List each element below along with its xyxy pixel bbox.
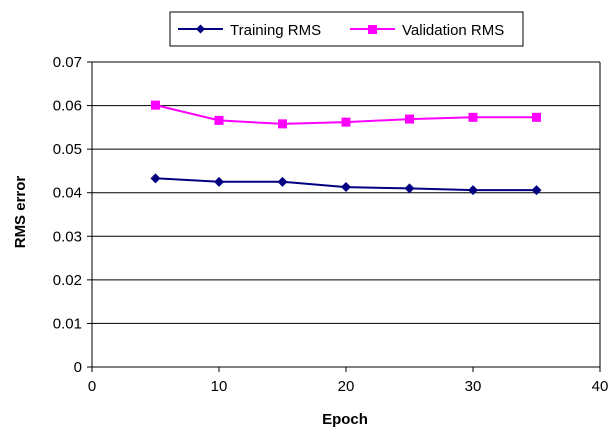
legend-label-validation: Validation RMS: [402, 22, 504, 39]
y-tick-label: 0.01: [53, 315, 82, 332]
y-tick-label: 0.02: [53, 272, 82, 289]
data-point-validation: [214, 115, 224, 125]
x-axis-title: Epoch: [322, 411, 368, 428]
data-point-training: [150, 173, 161, 184]
plot-background: [92, 62, 600, 367]
data-point-validation: [341, 117, 351, 127]
x-tick-label: 20: [338, 378, 355, 395]
data-point-training: [341, 182, 351, 193]
x-axis-ticks: 0 10 20 30 40: [88, 367, 609, 395]
legend: Training RMS Validation RMS: [169, 11, 524, 47]
y-tick-label: 0.07: [53, 54, 82, 71]
y-axis-title: RMS error: [12, 176, 29, 249]
data-point-training: [277, 176, 288, 187]
x-tick-label: 30: [465, 378, 482, 395]
y-tick-label: 0.04: [53, 185, 82, 202]
series-layer: [150, 100, 542, 196]
x-tick-label: 40: [592, 378, 609, 395]
legend-label-training: Training RMS: [230, 22, 321, 39]
y-tick-label: 0.03: [53, 228, 82, 245]
data-point-validation: [151, 100, 160, 110]
plot-area: [91, 61, 601, 368]
data-point-validation: [278, 119, 287, 129]
legend-box: [169, 11, 524, 47]
data-point-training: [404, 183, 415, 194]
legend-marker-training: [196, 24, 205, 34]
y-tick-label: 0: [74, 359, 82, 376]
legend-marker-validation: [368, 25, 377, 34]
data-point-validation: [405, 114, 414, 124]
y-tick-label: 0.05: [53, 141, 82, 158]
x-tick-label: 10: [211, 378, 228, 395]
data-point-training: [531, 185, 542, 196]
data-point-validation: [468, 112, 478, 122]
data-point-validation: [532, 112, 541, 122]
y-axis-ticks: 0 0.01 0.02 0.03 0.04 0.05 0.06 0.07: [53, 54, 92, 376]
y-tick-label: 0.06: [53, 98, 82, 115]
data-point-training: [468, 185, 478, 196]
x-tick-label: 0: [88, 378, 96, 395]
data-point-training: [214, 176, 224, 187]
